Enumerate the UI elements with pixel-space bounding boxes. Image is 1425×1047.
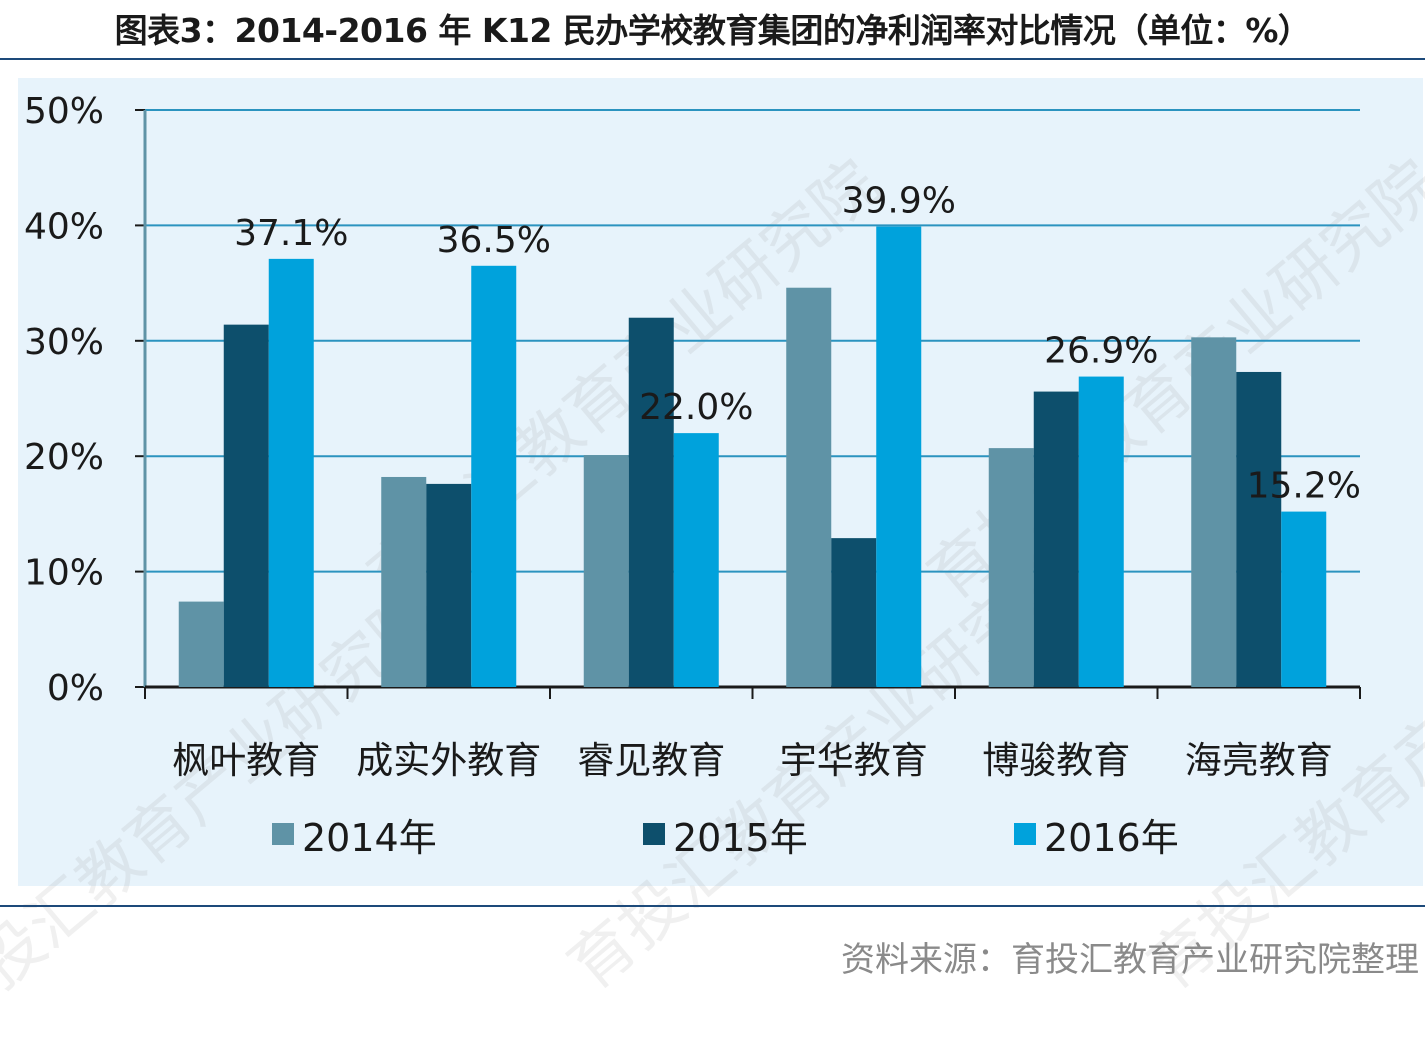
source-note: 资料来源：育投汇教育产业研究院整理 [841,940,1419,980]
bar [786,287,832,687]
legend-label: 2014年 [302,815,437,860]
x-tick-label: 睿见教育 [577,739,725,782]
x-tick-label: 宇华教育 [780,739,928,782]
chart-title: 图表3：2014-2016 年 K12 民办学校教育集团的净利润率对比情况（单位… [114,11,1311,50]
bar [583,455,629,687]
y-tick-label: 30% [24,322,104,363]
y-tick-label: 20% [24,437,104,478]
bar [831,538,877,687]
bar [628,317,674,687]
legend-swatch [1014,823,1036,845]
data-label: 37.1% [234,213,348,254]
data-label: 15.2% [1247,466,1361,507]
legend-item-2015: 2015年 [643,812,808,860]
data-label: 36.5% [437,220,551,261]
footer-rule [0,905,1425,907]
data-label: 39.9% [842,181,956,222]
y-tick-label: 10% [24,553,104,594]
legend-label: 2016年 [1044,815,1179,860]
bar [1191,337,1237,687]
bar [1078,376,1124,687]
x-tick-label: 成实外教育 [356,739,541,782]
legend-swatch [272,823,294,845]
x-tick-label: 枫叶教育 [172,739,320,782]
data-label: 26.9% [1044,331,1158,372]
x-tick-label: 海亮教育 [1185,739,1333,782]
legend-item-2014: 2014年 [272,812,437,860]
legend-label: 2015年 [673,815,808,860]
bar [426,483,472,687]
x-tick-label: 博骏教育 [982,739,1130,782]
bar [471,265,517,687]
title-rule [0,58,1425,60]
bar [876,226,922,687]
bar [381,476,427,687]
y-tick-label: 50% [24,91,104,132]
bar [268,258,314,687]
data-label: 22.0% [639,387,753,428]
bar [223,324,269,687]
legend-swatch [643,823,665,845]
bar [1033,391,1079,687]
bar-chart: 0% 10% 20% 30% 40% 50% 37.1% 枫叶教育 36.5% 成实外教育 22.0… [24,91,1361,782]
bar [1281,511,1327,687]
bar [178,601,224,687]
bar [673,433,719,687]
legend-item-2016: 2016年 [1014,812,1179,860]
bar [988,448,1034,687]
y-tick-label: 0% [47,668,104,709]
bar [1236,371,1282,687]
y-tick-label: 40% [24,206,104,247]
